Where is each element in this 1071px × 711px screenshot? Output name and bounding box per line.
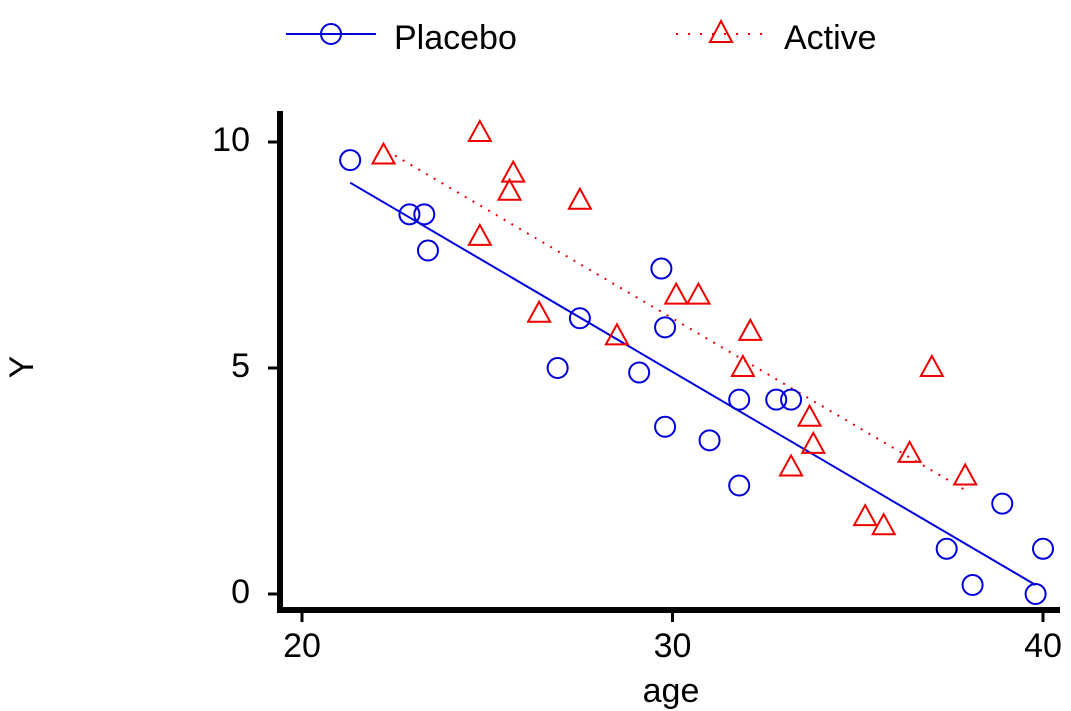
data-point-placebo xyxy=(935,537,958,560)
x-tick-label: 30 xyxy=(654,627,692,665)
data-point-placebo xyxy=(991,492,1014,515)
data-point-active xyxy=(870,512,897,536)
data-point-active xyxy=(567,186,593,210)
fit-lines xyxy=(349,150,1037,586)
data-point-placebo xyxy=(628,361,651,384)
data-point-placebo xyxy=(568,307,591,330)
y-tick-label: 5 xyxy=(231,347,250,385)
data-point-active xyxy=(500,159,526,183)
data-point-active xyxy=(526,299,552,323)
data-point-placebo xyxy=(398,203,421,226)
data-point-active xyxy=(952,462,978,486)
data-point-active xyxy=(496,177,523,201)
data-point-placebo xyxy=(728,388,751,411)
data-point-placebo xyxy=(1024,583,1047,605)
data-point-active xyxy=(737,317,763,341)
fit-line-active xyxy=(386,150,966,491)
data-point-active xyxy=(730,353,756,377)
data-point-active xyxy=(919,353,945,377)
data-point-active xyxy=(370,141,397,165)
x-axis-title: age xyxy=(643,672,700,710)
data-point-active xyxy=(796,403,823,427)
data-point-active xyxy=(800,430,826,454)
data-point-active xyxy=(685,281,712,305)
x-tick-label: 40 xyxy=(1024,627,1062,665)
data-point-active xyxy=(778,453,804,477)
data-point-placebo xyxy=(650,257,673,280)
data-point-placebo xyxy=(654,316,677,339)
data-point-placebo xyxy=(780,388,803,411)
y-tick-label: 0 xyxy=(231,573,250,611)
axes xyxy=(277,111,1060,613)
legend: Placebo Active xyxy=(286,18,877,57)
data-point-active xyxy=(896,439,923,463)
data-point-active xyxy=(663,281,689,305)
data-point-placebo xyxy=(413,203,436,226)
data-point-placebo xyxy=(961,573,984,596)
legend-marker-active xyxy=(708,18,734,43)
fit-line-placebo xyxy=(349,181,1037,586)
data-point-placebo xyxy=(416,239,439,262)
data-point-placebo xyxy=(728,474,751,497)
data-point-placebo xyxy=(765,388,788,411)
data-point-placebo xyxy=(546,357,569,379)
legend-item-active: Active xyxy=(676,18,877,57)
x-tick-label: 20 xyxy=(283,627,321,665)
legend-label-placebo: Placebo xyxy=(394,19,517,57)
x-ticks: 20 30 40 xyxy=(283,610,1062,665)
data-point-active xyxy=(467,118,493,142)
legend-item-placebo: Placebo xyxy=(286,19,517,57)
y-ticks: 0 5 10 xyxy=(212,121,280,611)
data-point-placebo xyxy=(339,149,362,172)
y-tick-label: 10 xyxy=(212,121,250,159)
legend-marker-placebo xyxy=(320,23,342,45)
data-point-active xyxy=(852,503,878,527)
data-points xyxy=(339,118,1054,605)
data-point-placebo xyxy=(1032,537,1054,560)
data-point-active xyxy=(467,222,493,246)
legend-label-active: Active xyxy=(784,19,877,57)
data-point-active xyxy=(604,322,630,346)
y-axis-title: Y xyxy=(3,356,41,379)
data-point-placebo xyxy=(698,429,721,452)
data-point-placebo xyxy=(654,415,677,438)
